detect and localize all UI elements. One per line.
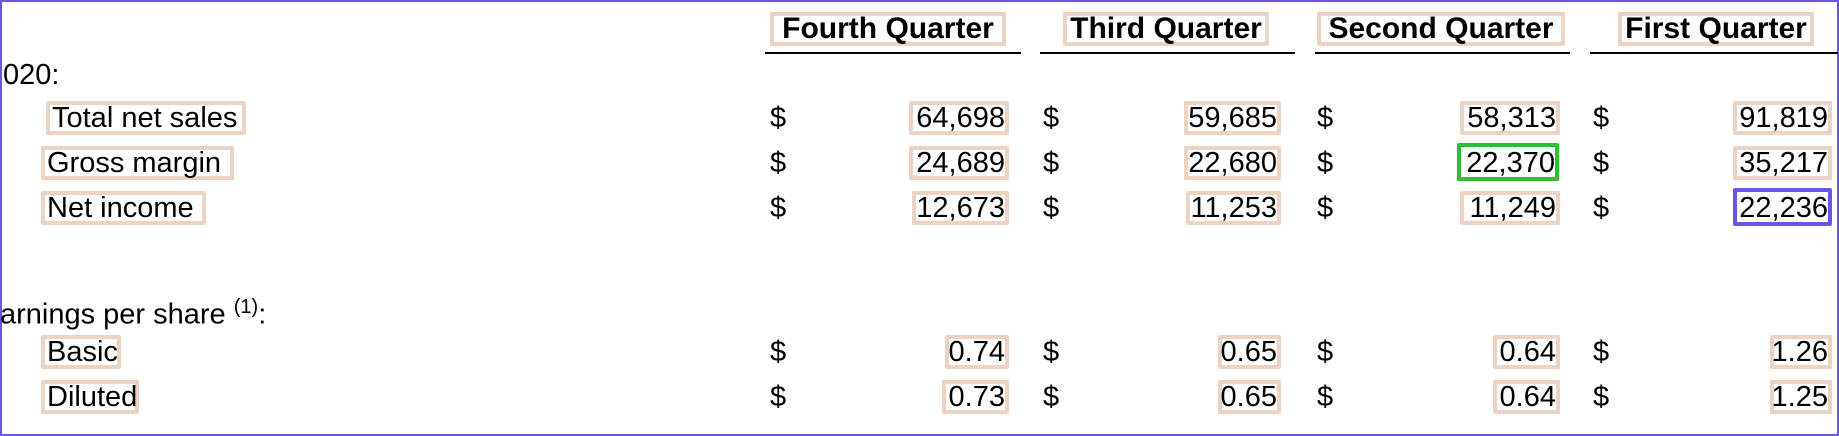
- header-rule-q1: [1590, 52, 1838, 54]
- cell-total-net-sales-q1: 91,819: [1739, 102, 1828, 134]
- currency-symbol: $: [1043, 147, 1060, 179]
- section-year-label: 020:: [3, 59, 60, 91]
- value-box: [1770, 335, 1832, 369]
- header-rule-q2: [1315, 52, 1570, 54]
- cell-net-income-q2: 11,249: [1469, 192, 1556, 224]
- value-box: [1733, 101, 1832, 135]
- row-label-diluted: Diluted: [47, 381, 138, 413]
- currency-symbol: $: [770, 192, 787, 224]
- cell-net-income-q4: 12,673: [916, 192, 1005, 224]
- cell-diluted-q2: 0.64: [1499, 381, 1556, 413]
- label-box: [41, 380, 139, 414]
- currency-symbol: $: [1593, 381, 1610, 413]
- currency-symbol: $: [1317, 102, 1334, 134]
- currency-symbol: $: [1593, 102, 1610, 134]
- eps-heading-text: arnings per share: [0, 298, 234, 331]
- value-box: [1493, 380, 1560, 414]
- value-box: [1460, 101, 1560, 135]
- currency-symbol: $: [1593, 147, 1610, 179]
- currency-symbol: $: [770, 381, 787, 413]
- row-label-net-income: Net income: [47, 192, 194, 224]
- row-label-total-net-sales: Total net sales: [52, 102, 238, 134]
- header-second-quarter: Second Quarter: [1328, 12, 1554, 45]
- cell-total-net-sales-q3: 59,685: [1188, 102, 1277, 134]
- value-box: [945, 335, 1009, 369]
- cell-basic-q1: 1.26: [1771, 336, 1828, 368]
- header-box-q1: [1618, 12, 1814, 46]
- label-box: [41, 335, 121, 369]
- header-box-q2: [1317, 12, 1565, 46]
- header-box-q3: [1063, 12, 1269, 46]
- currency-symbol: $: [1043, 192, 1060, 224]
- eps-heading: arnings per share (1):: [0, 290, 266, 332]
- currency-symbol: $: [1317, 381, 1334, 413]
- value-box: [1184, 146, 1281, 180]
- currency-symbol: $: [1593, 336, 1610, 368]
- cell-diluted-q4: 0.73: [948, 381, 1005, 413]
- cell-gross-margin-q2: 22,370: [1466, 147, 1555, 179]
- header-box-q4: [770, 12, 1006, 46]
- value-box: [1493, 335, 1560, 369]
- cell-total-net-sales-q2: 58,313: [1467, 102, 1556, 134]
- value-box: [1186, 191, 1281, 225]
- currency-symbol: $: [1043, 381, 1060, 413]
- value-box: [1460, 191, 1560, 225]
- value-box: [1770, 380, 1832, 414]
- label-box: [46, 101, 246, 135]
- currency-symbol: $: [770, 102, 787, 134]
- cell-basic-q2: 0.64: [1499, 336, 1556, 368]
- cell-net-income-q3: 11,253: [1190, 192, 1277, 224]
- cell-basic-q3: 0.65: [1220, 336, 1277, 368]
- value-box: [1218, 380, 1281, 414]
- eps-footnote-marker: (1): [233, 296, 259, 318]
- cell-gross-margin-q1: 35,217: [1739, 147, 1828, 179]
- currency-symbol: $: [1317, 336, 1334, 368]
- currency-symbol: $: [1317, 147, 1334, 179]
- value-box: [1218, 335, 1281, 369]
- header-rule-q4: [765, 52, 1021, 54]
- label-box: [41, 146, 234, 180]
- currency-symbol: $: [770, 336, 787, 368]
- label-box: [41, 191, 206, 225]
- value-box: [909, 146, 1009, 180]
- value-box-selected: [1457, 143, 1559, 181]
- eps-heading-suffix: :: [258, 298, 267, 331]
- cell-gross-margin-q3: 22,680: [1188, 147, 1277, 179]
- currency-symbol: $: [1317, 192, 1334, 224]
- cell-basic-q4: 0.74: [948, 336, 1005, 368]
- value-box: [1733, 146, 1832, 180]
- currency-symbol: $: [1593, 192, 1610, 224]
- cell-net-income-q1: 22,236: [1739, 192, 1828, 224]
- cell-gross-margin-q4: 24,689: [916, 147, 1005, 179]
- value-box: [912, 191, 1009, 225]
- header-fourth-quarter: Fourth Quarter: [782, 12, 994, 45]
- cell-diluted-q3: 0.65: [1220, 381, 1277, 413]
- value-box-selected: [1733, 188, 1832, 226]
- currency-symbol: $: [1043, 336, 1060, 368]
- cell-total-net-sales-q4: 64,698: [916, 102, 1005, 134]
- value-box: [909, 101, 1009, 135]
- value-box: [1184, 101, 1281, 135]
- row-label-gross-margin: Gross margin: [47, 147, 222, 179]
- currency-symbol: $: [1043, 102, 1060, 134]
- currency-symbol: $: [770, 147, 787, 179]
- cell-diluted-q1: 1.25: [1771, 381, 1828, 413]
- header-rule-q3: [1040, 52, 1295, 54]
- value-box: [942, 380, 1009, 414]
- header-third-quarter: Third Quarter: [1070, 12, 1262, 45]
- row-label-basic: Basic: [47, 336, 118, 368]
- header-first-quarter: First Quarter: [1625, 12, 1807, 45]
